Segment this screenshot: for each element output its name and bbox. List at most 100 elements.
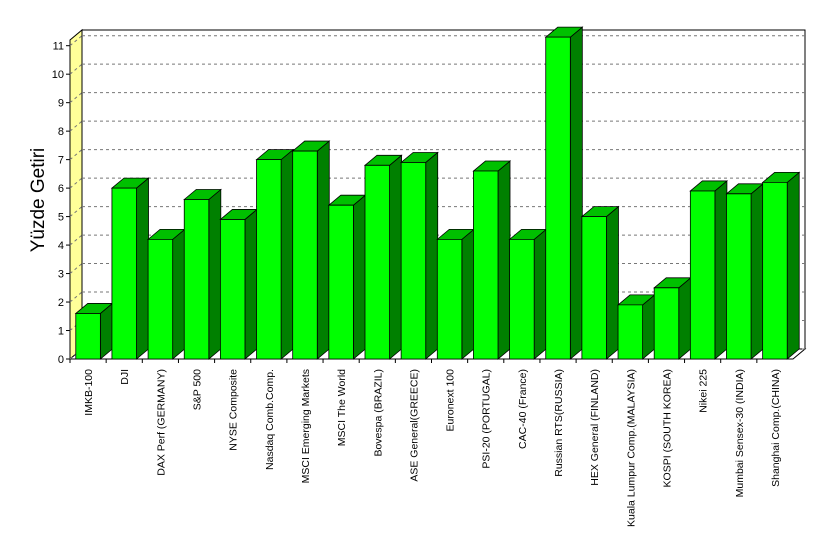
bar (400, 151, 439, 360)
bar-side (461, 228, 475, 360)
y-tick-label: 1 (58, 326, 64, 338)
bar-front (292, 150, 318, 360)
bar-front (147, 238, 174, 360)
bar-front (545, 36, 571, 360)
bar-side (425, 151, 439, 360)
bar (761, 171, 801, 360)
x-tick-label: Mumbai Sensex-30 (INDIA) (734, 369, 746, 497)
bar (508, 228, 548, 360)
bar-front (364, 164, 390, 360)
x-tick-label: CAC-40 (France) (517, 369, 529, 449)
x-tick-label: Kuala Lumpur Comp.(MALAYSIA) (625, 369, 637, 527)
bar-front (75, 313, 101, 360)
bar (146, 228, 186, 360)
bar-side (208, 188, 222, 360)
x-tick-label: MSCI The World (336, 369, 348, 446)
y-tick-label: 5 (58, 212, 64, 224)
bar-front (581, 216, 607, 360)
bar-front (328, 204, 354, 360)
bar (110, 177, 150, 360)
x-tick-label: NYSE Composite (228, 369, 240, 451)
bar (616, 294, 656, 360)
bar (580, 205, 620, 360)
bar-front (219, 219, 246, 360)
grid-line (69, 149, 83, 161)
x-tick-label: DJI (119, 369, 131, 385)
grid-line (69, 206, 83, 217)
bar (436, 228, 475, 360)
bar-front (436, 238, 463, 360)
bar-front (473, 170, 499, 360)
y-tick-label: 3 (58, 269, 64, 281)
y-tick-label: 0 (58, 354, 64, 366)
bar-side (389, 154, 402, 360)
bar-front (256, 159, 282, 360)
bar-side (750, 182, 764, 360)
bar-side (606, 205, 619, 360)
bar-side (316, 140, 330, 360)
bar-front (400, 162, 427, 360)
grid-line (69, 63, 83, 75)
bar-side (678, 276, 692, 360)
y-tick-label: 8 (58, 126, 64, 138)
x-tick-label: DAX Perf (GERMANY) (155, 369, 167, 476)
y-tick-label: 2 (58, 297, 64, 309)
x-tick-label: S&P 500 (192, 369, 204, 410)
bar (472, 160, 512, 360)
bar (327, 194, 367, 360)
x-tick-label: ASE General(GREECE) (408, 369, 420, 482)
bar-side (172, 228, 186, 360)
grid-line (69, 234, 83, 246)
bar-front (183, 199, 210, 360)
bar-side (497, 160, 511, 360)
bar (183, 188, 222, 360)
bar-front (111, 187, 137, 360)
bar-front (653, 287, 680, 360)
grid-line (69, 263, 83, 274)
x-tick-label: PSI-20 (PORTUGAL) (481, 369, 493, 469)
bar (74, 302, 114, 360)
bar (544, 26, 584, 360)
y-tick-label: 6 (58, 183, 64, 195)
grid-line (69, 177, 83, 189)
bar (363, 154, 403, 360)
x-tick-label: HEX General (FINLAND) (589, 369, 601, 486)
y-tick-label: 7 (58, 155, 64, 167)
x-tick-label: KOSPI (SOUTH KOREA) (661, 369, 673, 487)
bar-front (726, 193, 752, 360)
bar-side (353, 194, 366, 360)
bar-side (642, 294, 656, 360)
bar-front (762, 182, 788, 360)
bar (291, 140, 331, 360)
grid-line (69, 92, 83, 104)
bar-front (617, 304, 644, 360)
grid-line (69, 291, 83, 303)
bar-front (689, 190, 716, 360)
y-tick-label: 9 (58, 98, 64, 110)
y-tick-label: 10 (52, 69, 64, 81)
x-tick-label: Nasdaq Comb.Comp. (264, 369, 276, 470)
x-tick-label: Bovespa (BRAZIL) (372, 369, 384, 457)
bar-front (509, 238, 535, 360)
bar (725, 182, 765, 360)
bar-side (714, 180, 728, 360)
bar-side (786, 171, 800, 360)
bar-side (136, 177, 149, 360)
y-axis-label: Yüzde Getiri (28, 148, 49, 253)
x-tick-label: Russian RTS(RUSSIA) (553, 369, 565, 477)
y-tick-label: 4 (58, 240, 64, 252)
bar (689, 180, 729, 360)
grid-line (69, 120, 83, 132)
y-tick-label: 11 (53, 41, 64, 53)
bar-side (569, 26, 583, 360)
bar (653, 276, 692, 360)
bar-side (533, 228, 547, 360)
x-tick-label: IMKB-100 (83, 369, 95, 416)
bar-side (244, 208, 258, 360)
grid-line (69, 35, 83, 47)
x-tick-label: MSCI Emerging Markets (300, 369, 312, 483)
x-tick-label: Euronext 100 (445, 369, 457, 432)
x-tick-label: Shanghai Comp.(CHINA) (770, 369, 782, 487)
x-tick-label: Nikei 225 (698, 369, 710, 413)
